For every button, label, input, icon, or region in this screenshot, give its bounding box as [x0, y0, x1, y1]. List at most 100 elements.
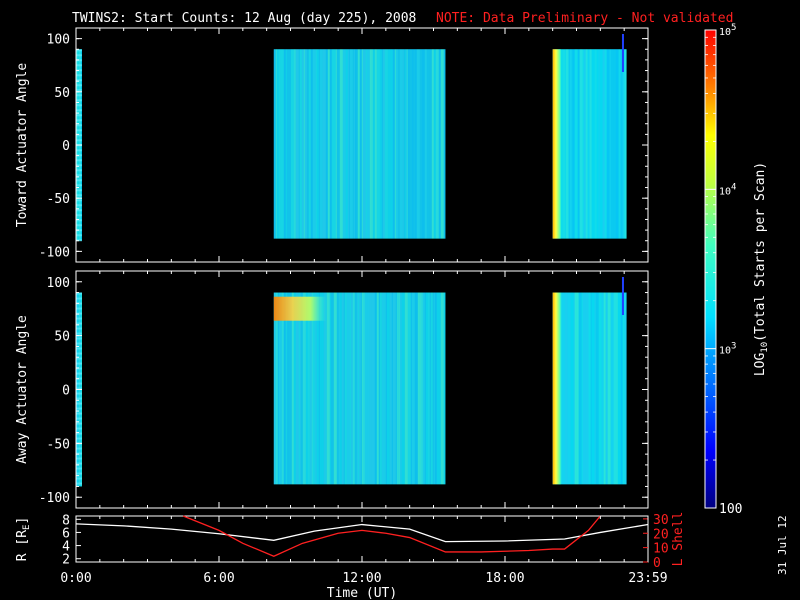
data-stripe — [315, 49, 317, 239]
data-stripe — [336, 292, 339, 485]
data-stripe — [316, 49, 319, 239]
data-stripe — [285, 49, 287, 239]
data-stripe — [335, 49, 337, 239]
data-stripe — [582, 49, 584, 239]
data-stripe — [596, 49, 599, 239]
data-stripe — [76, 337, 82, 340]
data-stripe — [76, 64, 82, 67]
data-stripe — [381, 292, 385, 485]
data-stripe — [595, 292, 599, 485]
preliminary-note: NOTE: Data Preliminary - Not validated — [436, 11, 733, 26]
data-stripe — [609, 49, 611, 239]
data-stripe — [76, 94, 82, 97]
colorbar-label-main: LOG — [753, 353, 768, 377]
data-stripe — [325, 49, 328, 239]
data-stripe — [386, 292, 390, 485]
data-stripe — [362, 292, 365, 485]
data-stripe — [356, 292, 358, 485]
y-tick-label: 4 — [62, 540, 70, 555]
y-axis-label: R [RE] — [15, 517, 32, 562]
data-stripe — [76, 317, 82, 320]
colorbar-tick-label: 104 — [719, 182, 736, 197]
y-axis-label-main: R [R — [15, 530, 30, 561]
data-stripe — [357, 292, 359, 485]
data-stripe — [273, 292, 276, 485]
data-stripe — [76, 472, 82, 475]
data-stripe — [288, 292, 292, 485]
data-stripe — [429, 49, 432, 239]
data-stripe — [76, 402, 82, 405]
data-stripe — [426, 49, 430, 239]
data-stripe — [76, 327, 82, 330]
data-stripe — [312, 292, 315, 485]
data-stripe — [606, 49, 610, 239]
data-stripe — [390, 49, 393, 239]
data-stripe — [76, 224, 82, 227]
away-angle-panel: 100 50 0 -50 -100 Away Actuator Angle — [15, 270, 649, 509]
data-stripe — [364, 292, 368, 485]
high-count-edge — [552, 49, 561, 239]
data-stripe — [365, 49, 367, 239]
colorbar-tick-exp: 4 — [731, 182, 736, 192]
data-stripe — [307, 49, 309, 239]
data-stripe — [299, 49, 302, 239]
data-stripe — [345, 49, 348, 239]
data-stripe — [616, 292, 618, 485]
data-stripe — [571, 49, 573, 239]
y2-tick-label: 10 — [653, 542, 669, 557]
data-stripe — [590, 292, 592, 485]
data-stripe — [76, 49, 82, 52]
data-stripe — [604, 49, 607, 239]
data-stripe — [305, 292, 308, 485]
data-stripe — [561, 292, 565, 485]
data-stripe — [76, 219, 82, 222]
data-stripe — [383, 49, 385, 239]
data-stripe — [623, 49, 625, 239]
colorbar-tick-exp: 3 — [731, 342, 736, 352]
data-stripe — [379, 292, 382, 485]
data-stripe — [371, 292, 375, 485]
data-stripe — [425, 292, 428, 485]
data-stripe — [602, 49, 605, 239]
data-stripe — [321, 292, 324, 485]
data-stripe — [351, 292, 353, 485]
data-stripe — [610, 49, 614, 239]
data-stripe — [76, 129, 82, 132]
high-count-edge — [552, 292, 561, 485]
data-stripe — [310, 49, 313, 239]
data-stripe — [329, 49, 332, 239]
data-stripe — [398, 292, 400, 485]
colorbar-label: LOG10(Total Starts per Scan) — [753, 162, 770, 376]
data-stripe — [401, 292, 405, 485]
data-stripe — [406, 49, 408, 239]
y-axis-label-end: ] — [15, 517, 30, 525]
data-stripe — [289, 49, 291, 239]
data-stripe — [392, 49, 395, 239]
data-stripe — [588, 292, 591, 485]
data-stripe — [583, 49, 586, 239]
data-block — [273, 49, 446, 239]
data-stripe — [329, 292, 331, 485]
data-stripe — [620, 49, 623, 239]
data-stripe — [318, 49, 320, 239]
x-tick-label: 0:00 — [60, 571, 91, 586]
data-stripe — [76, 427, 82, 430]
data-stripe — [617, 292, 621, 485]
data-stripe — [347, 49, 349, 239]
data-stripe — [350, 292, 352, 485]
data-stripe — [307, 292, 310, 485]
data-stripe — [76, 457, 82, 460]
y2-tick-label: 0 — [653, 556, 661, 571]
data-stripe — [413, 49, 415, 239]
data-stripe — [76, 234, 82, 237]
data-stripe — [304, 49, 307, 239]
data-stripe — [589, 49, 592, 239]
data-stripe — [280, 49, 284, 239]
data-stripe — [339, 292, 342, 485]
data-stripe — [76, 332, 82, 335]
data-stripe — [278, 49, 281, 239]
data-stripe — [76, 352, 82, 355]
data-stripe — [76, 437, 82, 440]
data-stripe — [578, 292, 582, 485]
